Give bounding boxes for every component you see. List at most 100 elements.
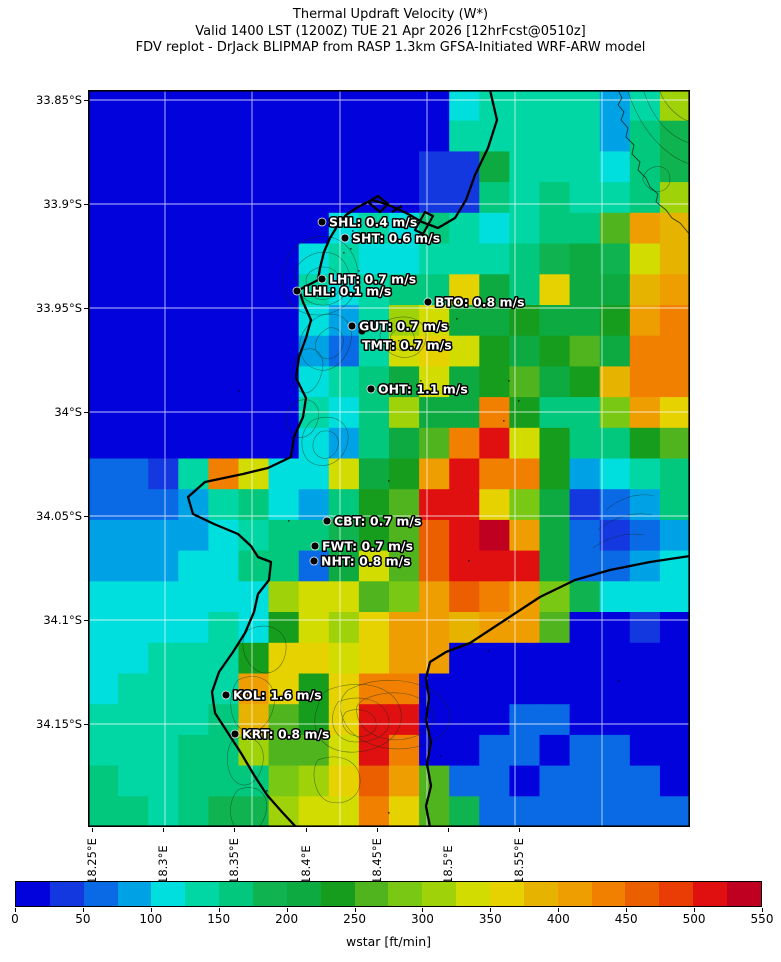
colorbar-tick-mark bbox=[626, 908, 628, 912]
colorbar-segment bbox=[49, 882, 84, 906]
plot-source: FDV replot - DrJack BLIPMAP from RASP 1.… bbox=[135, 40, 646, 55]
colorbar-tick-label: 550 bbox=[750, 912, 774, 926]
harbor-dock-shape bbox=[413, 210, 435, 236]
x-axis-tick-mark bbox=[306, 828, 307, 832]
harbor-dock-shape bbox=[391, 205, 403, 213]
colorbar-tick-label: 50 bbox=[75, 912, 91, 926]
colorbar-tick-label: 200 bbox=[275, 912, 299, 926]
colorbar-segment bbox=[185, 882, 220, 906]
colorbar-title: wstar [ft/min] bbox=[345, 934, 432, 949]
x-axis-tick-label: 18.45°E bbox=[370, 838, 384, 884]
harbor-dock-shape bbox=[366, 194, 390, 214]
station-label-cbt: CBT: 0.7 m/s bbox=[334, 514, 421, 529]
colorbar-segment bbox=[354, 882, 389, 906]
station-label-lhl: LHL: 0.1 m/s bbox=[304, 284, 391, 299]
y-axis-tick-label: 33.9°S bbox=[43, 197, 82, 211]
station-dot-oht bbox=[366, 384, 376, 394]
colorbar-segment bbox=[557, 882, 592, 906]
colorbar-tick-label: 450 bbox=[614, 912, 638, 926]
station-dot-fwt bbox=[310, 541, 320, 551]
colorbar-segment bbox=[320, 882, 355, 906]
x-axis-tick-mark bbox=[448, 828, 449, 832]
station-label-bto: BTO: 0.8 m/s bbox=[435, 295, 525, 310]
y-axis-tick-label: 33.85°S bbox=[36, 93, 82, 107]
colorbar-tick-label: 300 bbox=[411, 912, 434, 926]
heatmap-cells bbox=[88, 90, 690, 827]
colorbar-tick-mark bbox=[82, 908, 84, 912]
colorbar-segment bbox=[83, 882, 118, 906]
station-dot-cbt bbox=[322, 516, 332, 526]
station-dot-gut bbox=[347, 321, 357, 331]
colorbar-segment bbox=[523, 882, 558, 906]
colorbar-tick-label: 150 bbox=[207, 912, 231, 926]
colorbar-segment bbox=[253, 882, 287, 906]
colorbar-tick-mark bbox=[422, 908, 424, 912]
station-label-krt: KRT: 0.8 m/s bbox=[242, 727, 329, 742]
colorbar-segment bbox=[117, 882, 152, 906]
y-axis-tick-mark bbox=[84, 100, 88, 101]
station-dot-sht bbox=[340, 233, 350, 243]
x-axis-tick-mark bbox=[92, 828, 93, 832]
station-dot-lhl bbox=[292, 286, 302, 296]
colorbar-tick-mark bbox=[150, 908, 152, 912]
colorbar-tick-label: 350 bbox=[478, 912, 502, 926]
colorbar-tick-label: 400 bbox=[546, 912, 570, 926]
colorbar-tick-mark bbox=[694, 908, 696, 912]
coastline-path bbox=[186, 90, 499, 827]
x-axis-tick-mark bbox=[234, 828, 235, 832]
colorbar-segment bbox=[625, 882, 660, 906]
x-axis-tick-label: 18.5°E bbox=[441, 845, 455, 884]
colorbar-segment bbox=[388, 882, 423, 906]
y-axis-tick-label: 34.05°S bbox=[36, 509, 82, 523]
coastline-path bbox=[424, 554, 690, 827]
map-border bbox=[88, 90, 690, 827]
x-axis-tick-mark bbox=[377, 828, 378, 832]
station-dot-kol bbox=[221, 690, 231, 700]
colorbar bbox=[15, 881, 762, 907]
x-axis-tick-label: 18.3°E bbox=[156, 845, 170, 884]
y-axis-tick-label: 34.15°S bbox=[36, 717, 82, 731]
river-line bbox=[617, 90, 690, 236]
y-axis-tick-mark bbox=[84, 308, 88, 309]
x-axis-tick-mark bbox=[519, 828, 520, 832]
colorbar-segment bbox=[219, 882, 254, 906]
colorbar-tick-mark bbox=[762, 908, 763, 912]
y-axis-tick-mark bbox=[84, 412, 88, 413]
station-dot-lht bbox=[317, 274, 327, 284]
y-axis-tick-mark bbox=[84, 516, 88, 517]
y-axis-tick-mark bbox=[84, 620, 88, 621]
station-label-oht: OHT: 1.1 m/s bbox=[378, 382, 468, 397]
map-plot: SHL: 0.4 m/s SHT: 0.6 m/s LHT: 0.7 m/s LHL:… bbox=[88, 90, 690, 827]
colorbar-segment bbox=[151, 882, 186, 906]
colorbar-segment bbox=[727, 882, 761, 906]
y-axis-tick-label: 34°S bbox=[54, 405, 82, 419]
station-label-fwt: FWT: 0.7 m/s bbox=[322, 539, 413, 554]
colorbar-segment bbox=[490, 882, 524, 906]
station-dot bbox=[358, 327, 366, 335]
station-label-tmt: TMT: 0.7 m/s bbox=[362, 338, 452, 353]
colorbar-tick-mark bbox=[15, 908, 16, 912]
plot-title: Thermal Updraft Velocity (W*) bbox=[292, 7, 489, 22]
colorbar-segment bbox=[591, 882, 626, 906]
colorbar-tick-label: 0 bbox=[11, 912, 19, 926]
y-axis-tick-label: 33.95°S bbox=[36, 301, 82, 315]
station-dot-nht bbox=[309, 556, 319, 566]
y-axis-tick-label: 34.1°S bbox=[43, 613, 82, 627]
colorbar-segment bbox=[456, 882, 491, 906]
colorbar-tick-label: 100 bbox=[139, 912, 163, 926]
colorbar-tick-mark bbox=[558, 908, 560, 912]
station-dot-bto bbox=[423, 297, 433, 307]
x-axis-tick-mark bbox=[163, 828, 164, 832]
station-label-kol: KOL: 1.6 m/s bbox=[233, 688, 322, 703]
station-dot-krt bbox=[230, 729, 240, 739]
x-axis-tick-label: 18.35°E bbox=[227, 838, 241, 884]
colorbar-segment bbox=[659, 882, 694, 906]
y-axis-tick-mark bbox=[84, 204, 88, 205]
y-axis-tick-mark bbox=[84, 724, 88, 725]
colorbar-segment bbox=[422, 882, 457, 906]
x-axis-tick-label: 18.4°E bbox=[299, 845, 313, 884]
colorbar-segment bbox=[286, 882, 321, 906]
plot-valid-time: Valid 1400 LST (1200Z) TUE 21 Apr 2026 [… bbox=[195, 23, 586, 39]
colorbar-tick-mark bbox=[286, 908, 288, 912]
